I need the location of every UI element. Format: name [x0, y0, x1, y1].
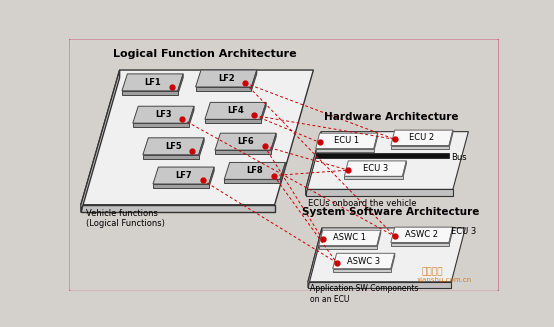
Polygon shape [333, 269, 391, 272]
Polygon shape [133, 123, 188, 127]
Polygon shape [306, 132, 321, 196]
Polygon shape [143, 138, 204, 155]
Polygon shape [143, 155, 199, 159]
Text: LF3: LF3 [155, 110, 172, 119]
Polygon shape [319, 246, 377, 249]
Text: Vehicle functions
(Logical Functions): Vehicle functions (Logical Functions) [86, 209, 165, 228]
Polygon shape [280, 163, 285, 183]
Text: LF7: LF7 [175, 171, 192, 180]
Text: LF6: LF6 [237, 137, 254, 146]
Polygon shape [316, 148, 374, 152]
Polygon shape [377, 230, 381, 249]
Polygon shape [449, 130, 453, 148]
Text: 线束未来: 线束未来 [422, 267, 443, 276]
Polygon shape [261, 102, 266, 123]
Text: System Software Architecture: System Software Architecture [302, 207, 480, 217]
Text: Bus: Bus [452, 153, 467, 162]
Polygon shape [391, 227, 453, 243]
Polygon shape [345, 176, 403, 180]
Text: ECU 3: ECU 3 [363, 164, 388, 173]
Polygon shape [308, 228, 322, 288]
Text: Hardware Architecture: Hardware Architecture [324, 112, 458, 122]
Polygon shape [178, 74, 183, 95]
Text: ECU 2: ECU 2 [409, 133, 434, 142]
Polygon shape [188, 106, 194, 127]
Polygon shape [153, 167, 214, 184]
Text: ASWC 2: ASWC 2 [406, 230, 438, 239]
Polygon shape [391, 243, 449, 246]
Polygon shape [306, 132, 468, 189]
Polygon shape [215, 150, 271, 154]
Polygon shape [122, 74, 183, 91]
Polygon shape [122, 91, 178, 95]
Polygon shape [196, 70, 257, 87]
Text: ASWC 1: ASWC 1 [334, 233, 366, 242]
Polygon shape [209, 167, 214, 188]
Polygon shape [308, 282, 452, 288]
Text: LF4: LF4 [227, 106, 244, 115]
Polygon shape [316, 133, 378, 148]
Text: LF5: LF5 [165, 142, 182, 151]
Text: Logical Function Architecture: Logical Function Architecture [113, 49, 297, 59]
Polygon shape [81, 205, 275, 213]
Polygon shape [374, 133, 378, 152]
Polygon shape [205, 119, 261, 123]
Polygon shape [319, 230, 381, 246]
Polygon shape [391, 146, 449, 148]
Polygon shape [308, 228, 465, 282]
Text: LF8: LF8 [247, 166, 263, 175]
Text: ECU 1: ECU 1 [334, 136, 359, 146]
Polygon shape [199, 138, 204, 159]
Polygon shape [449, 227, 453, 246]
Polygon shape [333, 253, 395, 269]
Polygon shape [215, 133, 276, 150]
Polygon shape [205, 102, 266, 119]
Text: ECU 3: ECU 3 [452, 227, 476, 236]
Text: Application SW Components
on an ECU: Application SW Components on an ECU [310, 284, 418, 303]
Polygon shape [224, 180, 280, 183]
Polygon shape [252, 70, 257, 91]
Polygon shape [81, 70, 120, 213]
Polygon shape [391, 130, 453, 146]
Text: LF2: LF2 [218, 74, 234, 83]
Text: xianshu.com.cn: xianshu.com.cn [417, 277, 471, 283]
Text: LF1: LF1 [144, 78, 161, 87]
Polygon shape [81, 70, 314, 205]
Polygon shape [224, 163, 285, 180]
Polygon shape [306, 189, 453, 196]
Polygon shape [391, 253, 395, 272]
Polygon shape [271, 133, 276, 154]
Polygon shape [153, 184, 209, 188]
Text: ECUs onboard the vehicle: ECUs onboard the vehicle [308, 198, 417, 208]
Text: ASWC 3: ASWC 3 [347, 256, 380, 266]
Bar [316, 153, 449, 158]
Polygon shape [196, 87, 252, 91]
Polygon shape [133, 106, 194, 123]
Polygon shape [403, 161, 407, 180]
Polygon shape [345, 161, 407, 176]
